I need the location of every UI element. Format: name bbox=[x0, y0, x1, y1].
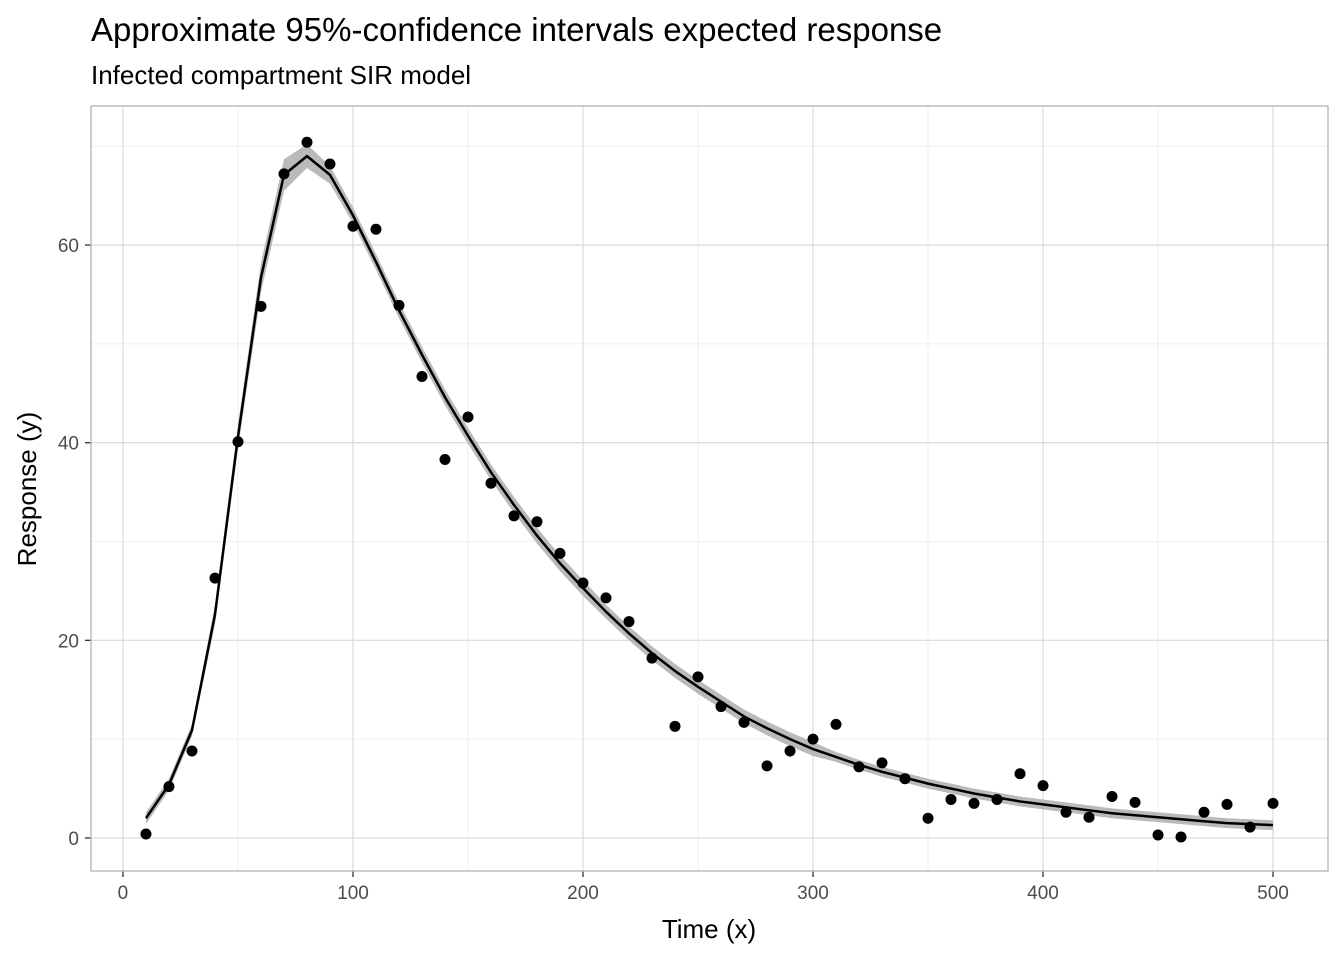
data-point bbox=[1129, 796, 1141, 808]
data-point bbox=[807, 733, 819, 745]
data-point bbox=[876, 757, 888, 769]
data-point bbox=[393, 299, 405, 311]
y-tick-label: 40 bbox=[58, 434, 79, 455]
data-point bbox=[692, 671, 704, 683]
data-point bbox=[623, 616, 635, 628]
x-axis-title: Time (x) bbox=[662, 914, 756, 944]
x-tick-label: 100 bbox=[337, 883, 369, 904]
data-point bbox=[945, 793, 957, 805]
confidence-ribbon bbox=[145, 144, 1274, 831]
y-axis-title: Response (y) bbox=[12, 412, 42, 567]
data-point bbox=[531, 516, 543, 528]
panel-border bbox=[90, 105, 1329, 872]
data-point bbox=[761, 760, 773, 772]
y-tick-label: 60 bbox=[58, 236, 79, 257]
data-point bbox=[140, 828, 152, 840]
data-point bbox=[922, 812, 934, 824]
data-point bbox=[485, 477, 497, 489]
data-point bbox=[186, 745, 198, 757]
data-point bbox=[899, 773, 911, 785]
x-tick-label: 200 bbox=[567, 883, 599, 904]
data-point bbox=[577, 577, 589, 589]
data-point bbox=[1037, 780, 1049, 792]
data-point bbox=[324, 158, 336, 170]
data-point bbox=[1221, 798, 1233, 810]
data-point bbox=[508, 510, 520, 522]
chart-subtitle: Infected compartment SIR model bbox=[91, 60, 471, 90]
data-point bbox=[1083, 811, 1095, 823]
data-point bbox=[830, 718, 842, 730]
data-point bbox=[669, 720, 681, 732]
x-tick-label: 0 bbox=[118, 883, 129, 904]
data-point bbox=[991, 793, 1003, 805]
data-point bbox=[738, 716, 750, 728]
data-point bbox=[784, 745, 796, 757]
data-point bbox=[600, 592, 612, 604]
y-tick-label: 0 bbox=[68, 829, 79, 850]
data-point bbox=[370, 223, 382, 235]
data-point bbox=[554, 547, 566, 559]
data-point bbox=[1152, 829, 1164, 841]
x-tick-label: 300 bbox=[797, 883, 829, 904]
data-point bbox=[853, 761, 865, 773]
data-point bbox=[1244, 821, 1256, 833]
data-point bbox=[416, 370, 428, 382]
data-point bbox=[347, 220, 359, 232]
data-point bbox=[1014, 768, 1026, 780]
chart-title: Approximate 95%-confidence intervals exp… bbox=[91, 11, 942, 48]
y-tick-label: 20 bbox=[58, 631, 79, 652]
data-point bbox=[1198, 806, 1210, 818]
data-point bbox=[1060, 806, 1072, 818]
data-point bbox=[209, 572, 221, 584]
data-point bbox=[301, 136, 313, 148]
data-point bbox=[163, 781, 175, 793]
data-point bbox=[1175, 831, 1187, 843]
data-point bbox=[1267, 797, 1279, 809]
data-point bbox=[968, 797, 980, 809]
data-point bbox=[715, 701, 727, 713]
data-point bbox=[439, 453, 451, 465]
fit-line bbox=[144, 154, 1274, 827]
data-point bbox=[255, 300, 267, 312]
x-tick-label: 500 bbox=[1257, 883, 1289, 904]
x-tick-label: 400 bbox=[1027, 883, 1059, 904]
data-point bbox=[646, 652, 658, 664]
data-point bbox=[278, 168, 290, 180]
data-point bbox=[232, 436, 244, 448]
data-point bbox=[1106, 790, 1118, 802]
data-point bbox=[462, 411, 474, 423]
